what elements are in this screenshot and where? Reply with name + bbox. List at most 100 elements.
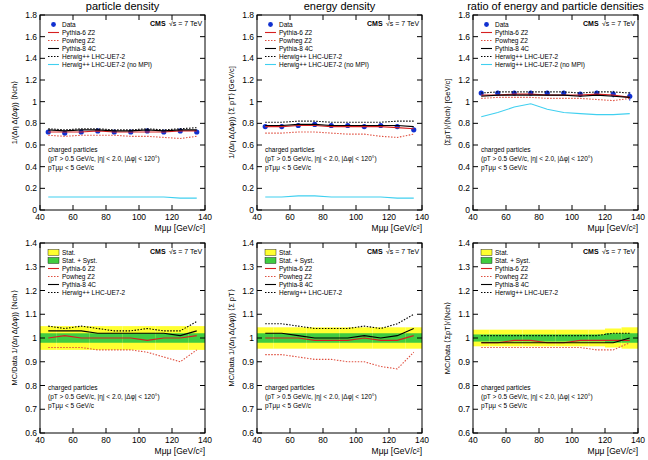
y-tick xyxy=(200,243,205,244)
y-tick xyxy=(257,188,262,189)
y-tick xyxy=(633,101,638,102)
y-tick-label: 0.8 xyxy=(458,118,470,128)
x-tick xyxy=(539,428,540,433)
legend-swatch xyxy=(481,258,492,264)
y-tick xyxy=(473,188,478,189)
annotation: charged particles xyxy=(481,384,531,392)
y-tick-label: 0.7 xyxy=(242,404,254,414)
legend-label: Pythia-6 Z2 xyxy=(62,29,96,37)
y-tick-label: 1.4 xyxy=(458,53,470,63)
band xyxy=(523,330,540,347)
y-tick-label: 0.8 xyxy=(458,381,470,391)
y-tick xyxy=(417,243,422,244)
y-tick xyxy=(473,80,478,81)
series-line xyxy=(265,121,414,122)
x-tick xyxy=(638,243,639,248)
x-tick xyxy=(572,205,573,210)
y-tick xyxy=(40,80,45,81)
legend-label: Pythia-8 4C xyxy=(279,45,313,53)
y-tick xyxy=(257,15,262,16)
x-tick xyxy=(356,205,357,210)
x-tick xyxy=(139,243,140,248)
band xyxy=(556,330,573,347)
y-tick-label: 0.6 xyxy=(458,428,470,438)
x-tick xyxy=(572,428,573,433)
y-tick xyxy=(40,101,45,102)
y-tick xyxy=(40,123,45,124)
panel: 4060801001201400.60.70.80.911.11.21.31.4… xyxy=(10,238,212,456)
annotation: pTμμ < 5 GeV/c xyxy=(48,164,95,172)
legend: DataPythia-6 Z2Powheg Z2Pythia-8 4CHerwi… xyxy=(48,21,152,69)
y-tick xyxy=(633,58,638,59)
y-tick xyxy=(417,58,422,59)
y-tick xyxy=(473,243,478,244)
x-tick-label: 120 xyxy=(382,212,396,222)
y-tick-label: 1.4 xyxy=(25,238,37,248)
legend-swatch xyxy=(265,276,276,277)
y-tick xyxy=(417,80,422,81)
band xyxy=(389,333,406,343)
legend-swatch xyxy=(265,56,276,57)
y-tick xyxy=(200,290,205,291)
legend: Stat.Stat. + Syst.Pythia-6 Z2Powheg Z2Py… xyxy=(48,249,126,297)
frame xyxy=(40,243,205,433)
y-tick xyxy=(257,166,262,167)
panel: particle density40608010012014000.20.40.… xyxy=(10,0,212,233)
y-tick-label: 0.6 xyxy=(25,140,37,150)
legend-swatch xyxy=(481,276,492,277)
legend-label: Herwig++ LHC-UE7-2 (no MPI) xyxy=(495,61,585,69)
x-tick-label: 140 xyxy=(198,435,212,445)
band xyxy=(389,327,406,348)
legend-swatch xyxy=(48,32,59,33)
x-tick xyxy=(572,243,573,248)
annotation: pTμμ < 5 GeV/c xyxy=(481,402,528,410)
x-tick xyxy=(422,205,423,210)
y-tick xyxy=(633,409,638,410)
y-tick-label: 0.8 xyxy=(242,381,254,391)
y-tick-label: 1.3 xyxy=(25,262,37,272)
y-tick xyxy=(633,210,638,211)
x-tick xyxy=(205,15,206,20)
x-tick xyxy=(106,243,107,248)
y-tick xyxy=(200,210,205,211)
y-tick xyxy=(417,145,422,146)
y-tick xyxy=(40,433,45,434)
x-tick xyxy=(290,243,291,248)
y-tick-label: 1.8 xyxy=(242,10,254,20)
x-axis-label: Mμμ [GeV/c²] xyxy=(588,446,638,456)
legend: Stat.Stat. + Syst.Pythia-6 Z2Powheg Z2Py… xyxy=(481,249,559,297)
legend-swatch xyxy=(48,276,59,277)
legend-swatch xyxy=(481,284,492,285)
y-tick xyxy=(417,188,422,189)
x-tick-label: 80 xyxy=(318,212,328,222)
y-tick xyxy=(257,80,262,81)
legend-label: Herwig++ LHC-UE7-2 xyxy=(495,289,559,297)
x-tick xyxy=(257,205,258,210)
annotation: √s = 7 TeV xyxy=(169,20,202,27)
panel-title: particle density xyxy=(86,0,160,12)
x-tick xyxy=(638,428,639,433)
y-tick-label: 0.9 xyxy=(458,357,470,367)
series-line xyxy=(481,92,630,93)
annotation: charged particles xyxy=(48,146,98,154)
x-tick xyxy=(40,243,41,248)
y-tick xyxy=(40,243,45,244)
y-tick-label: 1.2 xyxy=(25,75,37,85)
annotation: (pT > 0.5 GeV/c, |η| < 2.0, |Δφ| < 120°) xyxy=(481,393,593,401)
band xyxy=(473,330,490,347)
x-tick-label: 60 xyxy=(68,212,78,222)
data-point xyxy=(411,127,416,132)
annotation: (pT > 0.5 GeV/c, |η| < 2.0, |Δφ| < 120°) xyxy=(481,155,593,163)
x-tick xyxy=(205,205,206,210)
annotation: CMS xyxy=(583,20,599,27)
y-tick-label: 1 xyxy=(465,333,470,343)
y-tick xyxy=(417,15,422,16)
y-tick-label: 0 xyxy=(32,205,37,215)
legend-label: Powheg Z2 xyxy=(279,37,312,45)
x-tick-label: 100 xyxy=(132,435,146,445)
x-axis-label: Mμμ [GeV/c²] xyxy=(372,223,422,233)
x-tick xyxy=(106,15,107,20)
y-axis-label: ⟨ΣpT⟩/⟨Nch⟩ [GeV/c] xyxy=(443,79,452,147)
y-tick xyxy=(40,166,45,167)
x-tick-label: 80 xyxy=(101,212,111,222)
